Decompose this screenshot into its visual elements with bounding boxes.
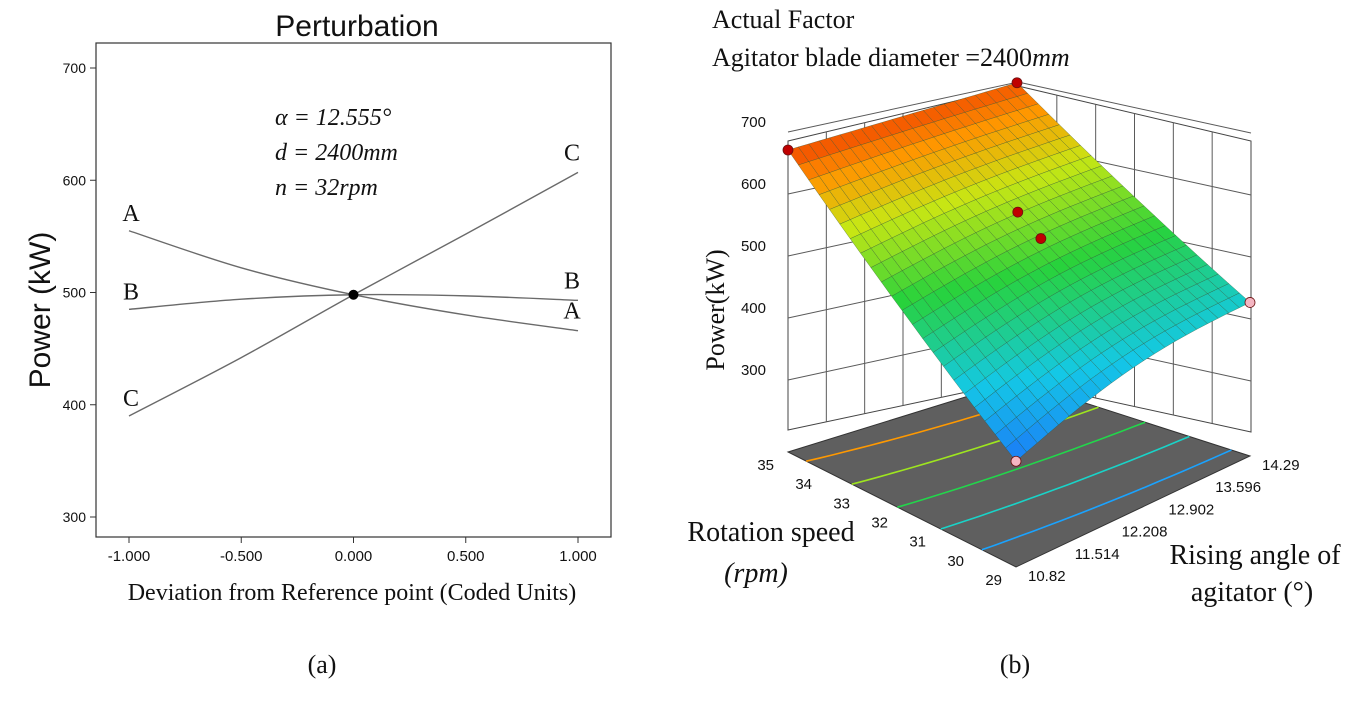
design-point <box>1011 77 1023 89</box>
annotation-diameter: d = 2400mm <box>275 140 398 166</box>
floor-contour-line <box>981 449 1232 551</box>
x-axis-label: Deviation from Reference point (Coded Un… <box>128 580 577 606</box>
parameter-annotations: α = 12.555° d = 2400mm n = 32rpm <box>275 105 398 201</box>
wall-grid-line <box>787 81 1019 133</box>
z-tick-label: 700 <box>741 114 766 131</box>
wall-grid-line <box>1017 81 1252 134</box>
series-label-C-right: C <box>564 140 580 166</box>
z-axis-label: Power(kW) <box>701 249 730 370</box>
chart-b-title-line2: Agitator blade diameter =2400mm <box>712 43 1070 72</box>
series-label-B-left: B <box>123 279 139 305</box>
angle-tick-label: 13.596 <box>1215 479 1261 496</box>
design-point <box>782 144 794 156</box>
floor-contour-line <box>940 435 1190 530</box>
series-label-A-left: A <box>122 201 140 227</box>
angle-tick-label: 12.208 <box>1122 524 1168 541</box>
design-point <box>1244 297 1256 308</box>
series-label-A-right: A <box>563 299 581 325</box>
angle-tick-label: 11.514 <box>1075 546 1120 563</box>
x-tick-label: 0.000 <box>335 548 373 565</box>
series-line-A <box>128 230 579 332</box>
rpm-tick-label: 34 <box>795 476 812 493</box>
rpm-tick-label: 29 <box>985 572 1002 589</box>
rpm-tick-label: 31 <box>909 534 926 551</box>
y-axis-label: Power (kW) <box>24 232 57 389</box>
design-points <box>782 77 1256 467</box>
angle-tick-label: 10.82 <box>1028 568 1066 585</box>
surface-floor-contour <box>786 380 1252 568</box>
caption-a: (a) <box>308 650 337 679</box>
annotation-alpha: α = 12.555° <box>275 105 392 131</box>
y-tick-label: 600 <box>63 172 87 188</box>
z-tick-label: 600 <box>741 176 766 193</box>
design-point <box>1010 455 1022 467</box>
angle-tick-label: 14.29 <box>1262 457 1300 474</box>
rpm-axis-label-line1: Rotation speed <box>687 517 854 548</box>
design-point <box>1012 206 1024 218</box>
angle-axis-label-line1: Rising angle of <box>1169 540 1341 571</box>
response-surface <box>787 82 1251 462</box>
x-tick-label: 0.500 <box>447 548 485 565</box>
y-tick-label: 300 <box>63 509 87 525</box>
series-label-C-left: C <box>123 386 139 412</box>
annotation-speed: n = 32rpm <box>275 175 378 201</box>
rpm-tick-label: 32 <box>871 515 888 532</box>
y-tick-label: 700 <box>63 60 87 76</box>
design-point <box>1035 233 1047 244</box>
reference-point <box>348 289 359 300</box>
y-tick-label: 400 <box>63 397 87 413</box>
series-label-B-right: B <box>564 268 580 294</box>
rpm-tick-label: 33 <box>833 495 850 512</box>
caption-b: (b) <box>1000 650 1030 679</box>
chart-a-title: Perturbation <box>275 10 438 43</box>
chart-b-title-line1: Actual Factor <box>712 5 855 34</box>
z-tick-label: 400 <box>741 300 766 317</box>
rpm-tick-label: 35 <box>757 457 774 474</box>
rpm-axis-label-line2: (rpm) <box>724 558 788 589</box>
z-tick-label: 300 <box>741 362 766 379</box>
angle-tick-label: 12.902 <box>1168 501 1214 518</box>
rpm-tick-label: 30 <box>947 553 964 570</box>
floor-contour-line <box>897 421 1146 508</box>
angle-axis-label-line2: agitator (°) <box>1191 577 1313 608</box>
x-tick-label: 1.000 <box>559 548 597 565</box>
perturbation-chart: Perturbation 300 400 500 600 700 -1.000 -0.50… <box>24 10 612 606</box>
y-tick-label: 500 <box>63 285 87 301</box>
response-surface-chart: Actual Factor Agitator blade diameter =2… <box>687 5 1341 608</box>
x-tick-label: -0.500 <box>220 548 263 565</box>
x-tick-label: -1.000 <box>108 548 151 565</box>
z-tick-label: 500 <box>741 238 766 255</box>
